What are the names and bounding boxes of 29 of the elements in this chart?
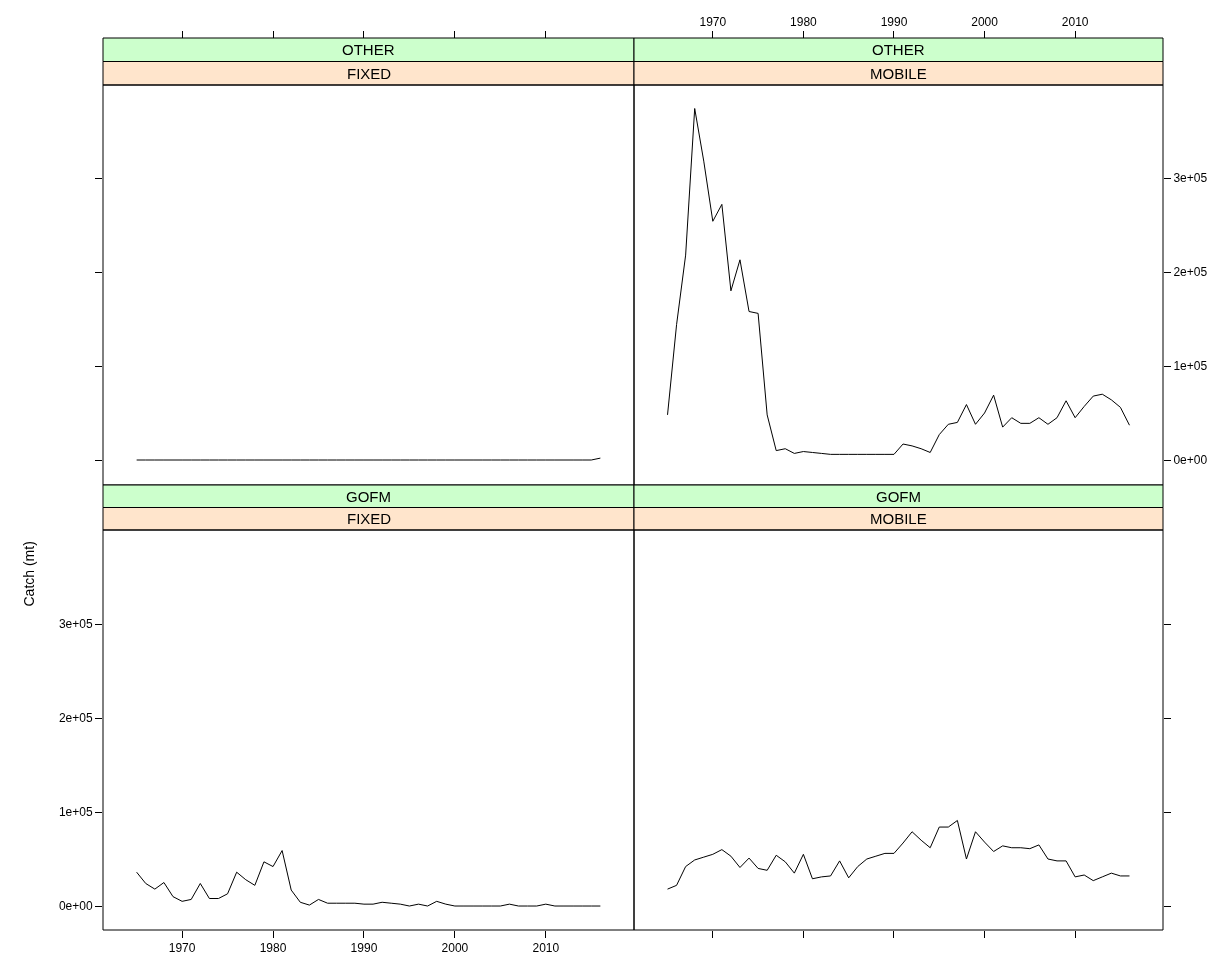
chart-subtitle: MOBILE [870, 510, 927, 527]
x-tick-label: 1990 [350, 941, 378, 956]
y-tick-label: 1e+05 [58, 805, 93, 820]
x-tick-label: 2000 [971, 15, 999, 30]
x-tick-label: 2000 [441, 941, 469, 956]
x-tick-label: 1970 [168, 941, 196, 956]
line-series [136, 850, 601, 907]
x-tick-label: 2010 [1061, 15, 1089, 30]
chart-title: OTHER [342, 41, 395, 58]
y-tick-label: 0e+00 [58, 899, 93, 914]
x-tick-label: 2010 [532, 941, 560, 956]
chart-title: GOFM [346, 488, 391, 505]
line-series [667, 108, 1130, 455]
y-tick-label: 3e+05 [58, 617, 93, 632]
y-axis-title: Catch (mt) [20, 541, 37, 607]
chart-subtitle: FIXED [347, 65, 392, 82]
y-tick-label: 1e+05 [1173, 359, 1208, 374]
y-tick-label: 2e+05 [58, 711, 93, 726]
chart-title: GOFM [876, 488, 921, 505]
chart-subtitle: FIXED [347, 510, 392, 527]
x-tick-label: 1970 [699, 15, 727, 30]
x-tick-label: 1990 [880, 15, 908, 30]
y-tick-label: 0e+00 [1173, 453, 1208, 468]
y-tick-label: 3e+05 [1173, 171, 1208, 186]
x-tick-label: 1980 [790, 15, 818, 30]
y-tick-label: 2e+05 [1173, 265, 1208, 280]
x-tick-label: 1980 [259, 941, 287, 956]
chart-title: OTHER [872, 41, 925, 58]
chart-subtitle: MOBILE [870, 65, 927, 82]
